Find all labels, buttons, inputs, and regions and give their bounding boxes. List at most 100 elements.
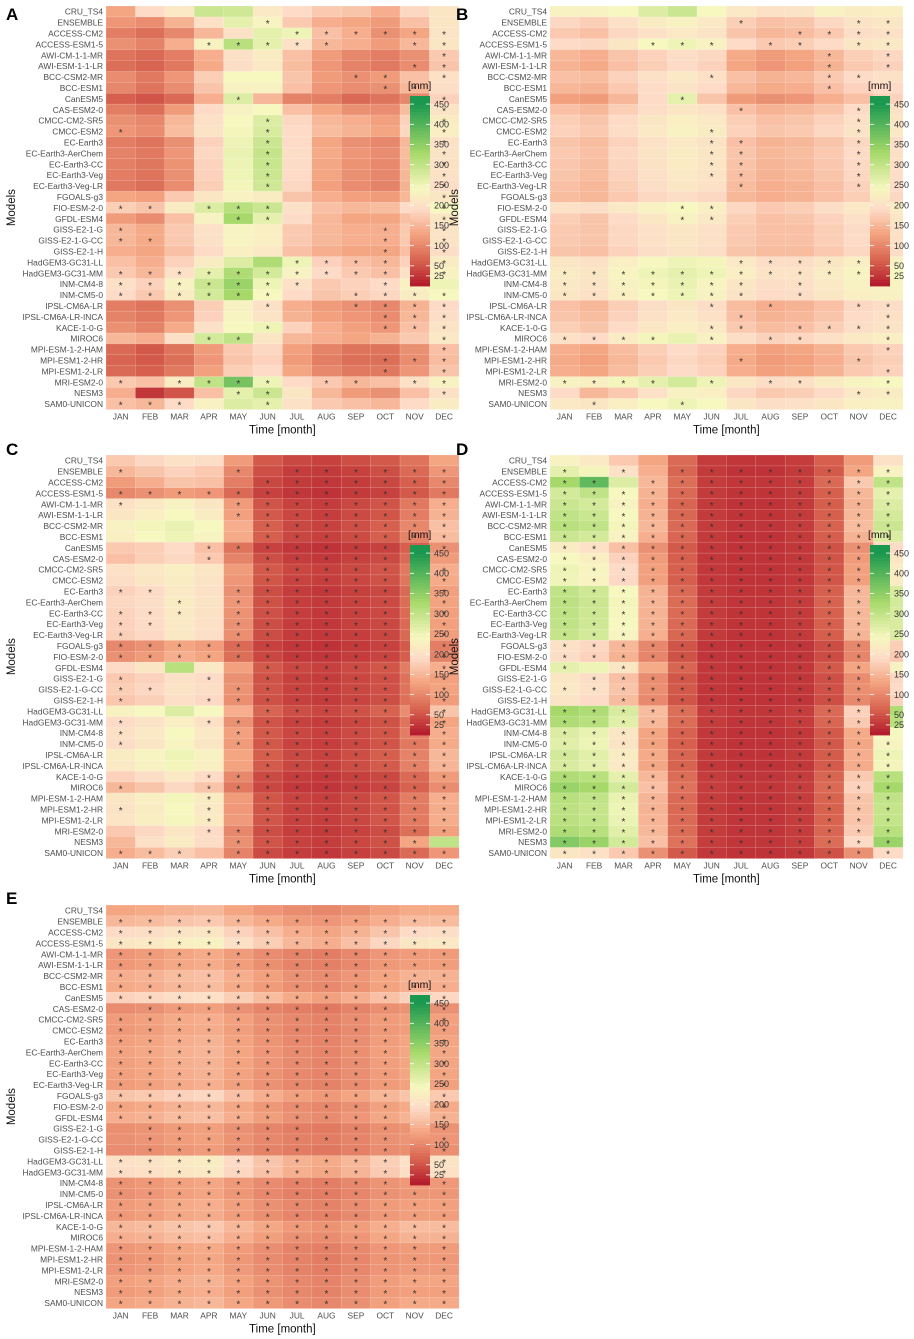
significance-marker: * xyxy=(236,654,240,665)
significance-marker: * xyxy=(148,686,152,697)
significance-marker: * xyxy=(383,929,387,940)
legend-color-step xyxy=(410,213,430,217)
heatmap-cell xyxy=(814,147,845,160)
heatmap-cell xyxy=(579,223,610,236)
significance-marker: * xyxy=(563,588,567,599)
heatmap-cell xyxy=(579,49,610,62)
model-label: EC-Earth3 xyxy=(64,1036,103,1046)
heatmap-cell xyxy=(135,5,166,18)
significance-marker: * xyxy=(442,161,446,172)
legend-color-step xyxy=(410,1118,430,1123)
heatmap-cell xyxy=(105,147,136,160)
heatmap-cell xyxy=(311,147,342,160)
significance-marker: * xyxy=(266,205,270,216)
significance-marker: * xyxy=(680,817,684,828)
significance-marker: * xyxy=(148,654,152,665)
heatmap-cell xyxy=(193,82,225,94)
heatmap-cell xyxy=(223,661,254,674)
heatmap-cell xyxy=(637,310,669,323)
legend-color-step xyxy=(410,1045,430,1050)
heatmap-cell xyxy=(252,365,283,378)
legend-tick-label: 250 xyxy=(434,629,449,639)
heatmap-cell xyxy=(399,398,430,410)
model-label: GFDL-ESM4 xyxy=(55,1113,103,1123)
significance-marker: * xyxy=(651,752,655,763)
heatmap-cell xyxy=(223,191,254,203)
legend-color-step xyxy=(870,187,890,192)
month-label: OCT xyxy=(376,1310,394,1320)
heatmap-cell xyxy=(370,60,401,72)
significance-marker: * xyxy=(295,828,299,839)
month-label: MAY xyxy=(674,860,692,870)
heatmap-panel-e: E* * * * * * * * * * * ** * * * * * * * * * * ** * * * * * * * * * * ** * *… xyxy=(6,889,460,1335)
month-label: FEB xyxy=(142,1310,159,1320)
legend-color-step xyxy=(410,1159,430,1164)
significance-marker: * xyxy=(119,237,123,248)
heatmap-cell xyxy=(164,16,195,29)
significance-marker: * xyxy=(354,741,358,752)
heatmap-cell xyxy=(814,365,845,378)
heatmap-cell xyxy=(135,125,166,138)
significance-marker: * xyxy=(857,719,861,730)
significance-marker: * xyxy=(798,335,802,346)
model-label: ACCESS-ESM1-5 xyxy=(36,39,104,49)
significance-marker: * xyxy=(592,828,596,839)
legend-color-step xyxy=(870,178,890,182)
significance-marker: * xyxy=(442,752,446,763)
significance-marker: * xyxy=(739,643,743,654)
significance-marker: * xyxy=(651,501,655,512)
significance-marker: * xyxy=(769,752,773,763)
legend-tick-label: 450 xyxy=(434,998,449,1008)
significance-marker: * xyxy=(442,610,446,621)
heatmap-cell xyxy=(105,191,136,203)
heatmap-cell xyxy=(311,114,342,127)
significance-marker: * xyxy=(827,512,831,523)
heatmap-cell xyxy=(282,125,313,138)
heatmap-cell xyxy=(282,201,313,214)
significance-marker: * xyxy=(295,468,299,479)
significance-marker: * xyxy=(798,379,802,390)
heatmap-cell xyxy=(193,387,225,399)
significance-marker: * xyxy=(710,795,714,806)
significance-marker: * xyxy=(563,708,567,719)
heatmap-cell xyxy=(755,191,786,203)
heatmap-cell xyxy=(223,300,254,312)
significance-marker: * xyxy=(207,918,211,929)
heatmap-cell xyxy=(399,5,430,18)
heatmap-cell xyxy=(282,289,313,301)
heatmap-cell xyxy=(608,343,639,356)
significance-marker: * xyxy=(886,314,890,325)
significance-marker: * xyxy=(442,215,446,226)
heatmap-cell xyxy=(105,904,136,917)
heatmap-cell xyxy=(135,365,166,378)
significance-marker: * xyxy=(798,686,802,697)
significance-marker: * xyxy=(148,490,152,501)
significance-marker: * xyxy=(413,817,417,828)
significance-marker: * xyxy=(442,806,446,817)
significance-marker: * xyxy=(886,828,890,839)
model-label: CMCC-ESM2 xyxy=(52,1026,103,1036)
significance-marker: * xyxy=(680,577,684,588)
month-label: DEC xyxy=(879,860,897,870)
significance-marker: * xyxy=(710,74,714,85)
legend-color-step xyxy=(870,127,890,132)
heatmap-cell xyxy=(814,343,845,356)
significance-marker: * xyxy=(710,664,714,675)
significance-marker: * xyxy=(739,19,743,30)
significance-marker: * xyxy=(680,468,684,479)
heatmap-cell xyxy=(608,476,639,489)
month-label: FEB xyxy=(142,860,159,870)
significance-marker: * xyxy=(236,1300,240,1311)
significance-marker: * xyxy=(857,534,861,545)
heatmap-cell xyxy=(549,223,580,236)
legend-tick-label: 450 xyxy=(434,548,449,558)
heatmap-cell xyxy=(637,398,669,410)
legend-color-step xyxy=(410,149,430,154)
significance-marker: * xyxy=(622,686,626,697)
significance-marker: * xyxy=(178,654,182,665)
significance-marker: * xyxy=(178,643,182,654)
significance-marker: * xyxy=(442,259,446,270)
legend-color-step xyxy=(870,709,890,714)
significance-marker: * xyxy=(886,30,890,41)
significance-marker: * xyxy=(207,795,211,806)
